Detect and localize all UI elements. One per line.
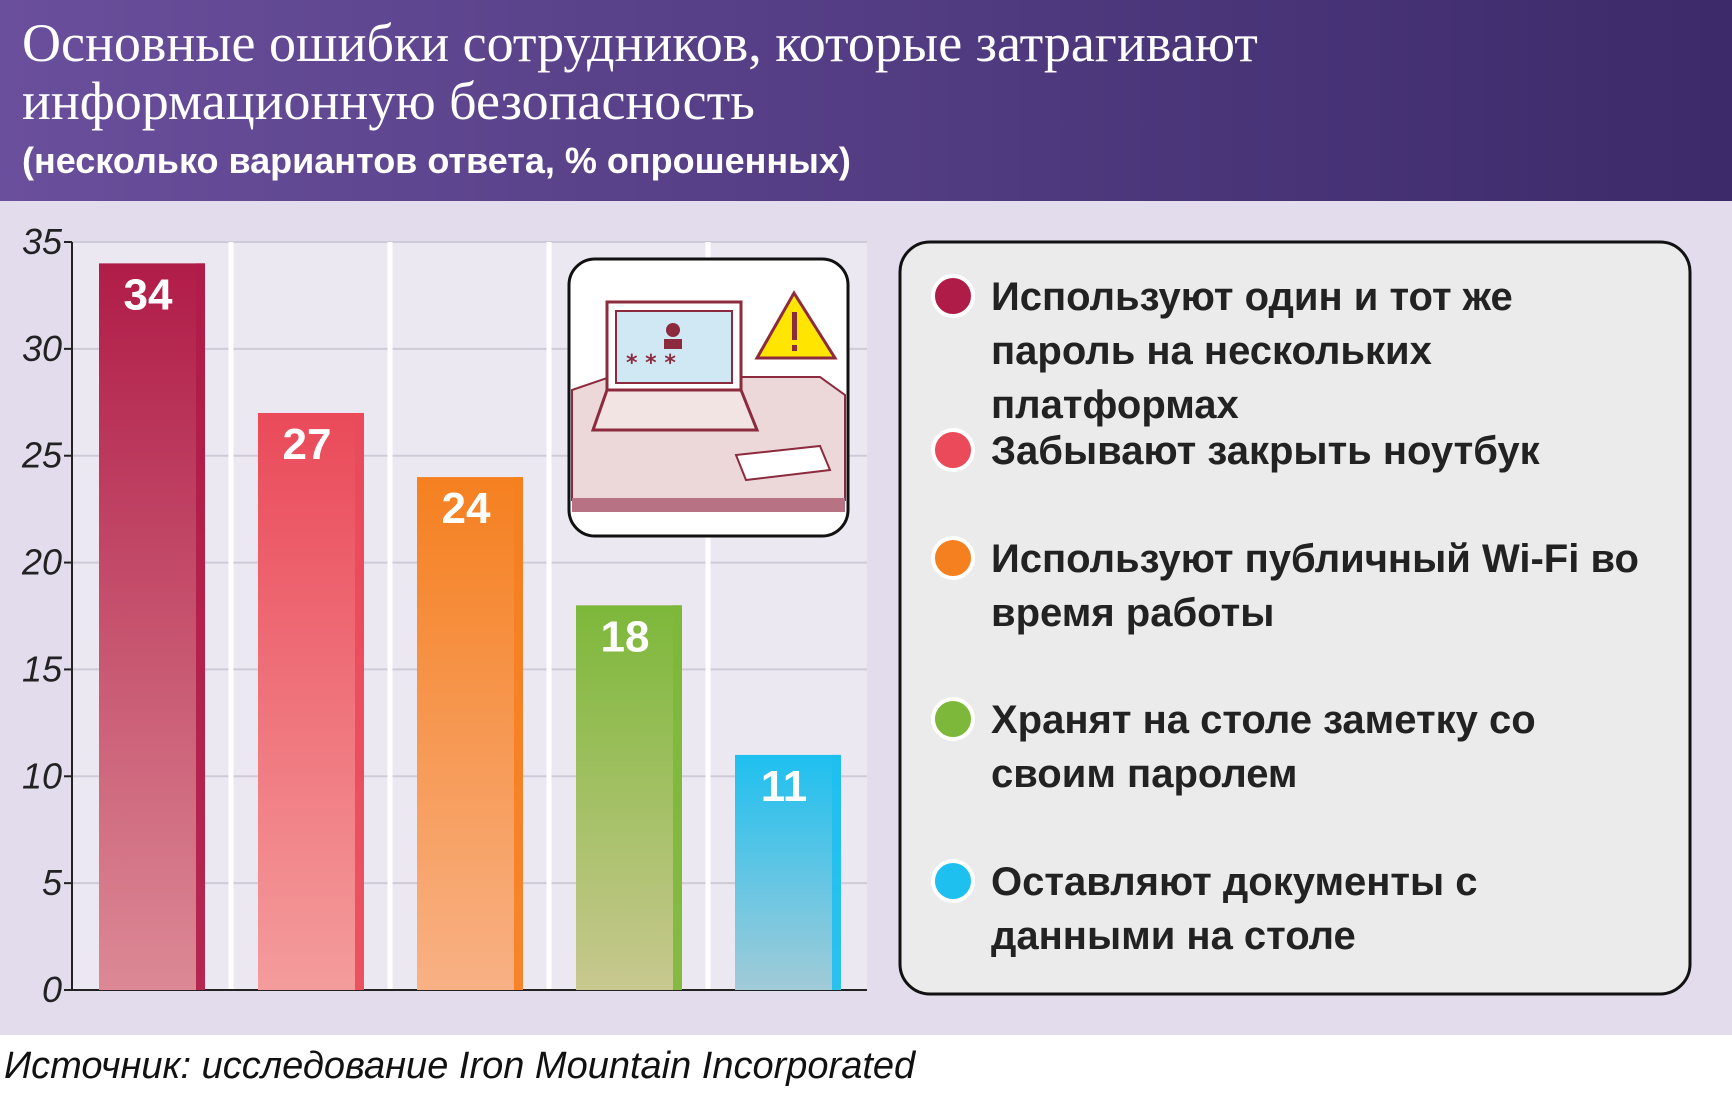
bar-side — [673, 605, 682, 990]
y-tick-label: 30 — [22, 328, 62, 369]
bar-side — [196, 263, 205, 990]
legend-box — [898, 240, 1692, 996]
legend-marker — [931, 536, 975, 580]
bar-side — [514, 477, 523, 991]
value-label: 34 — [124, 270, 173, 319]
legend-label: Хранят на столе заметку со своим паролем — [991, 698, 1547, 796]
legend-marker — [931, 274, 975, 318]
bar — [576, 605, 682, 990]
y-tick-label: 10 — [22, 755, 62, 796]
legend-label: Забывают закрыть ноутбук — [991, 429, 1541, 473]
header: Основные ошибки сотрудников, которые зат… — [0, 0, 1732, 201]
bar — [258, 412, 364, 990]
legend-label: Оставляют документы с данными на столе — [991, 860, 1489, 958]
value-label: 18 — [601, 612, 650, 661]
source: Источник: исследование Iron Mountain Inc… — [4, 1045, 916, 1087]
legend-marker — [931, 428, 975, 472]
bar — [417, 477, 523, 991]
chart-subtitle: (несколько вариантов ответа, % опрошенны… — [22, 140, 851, 181]
bar-side — [832, 754, 841, 990]
legend-marker — [931, 697, 975, 741]
illustration: * * * — [567, 257, 850, 538]
y-tick-label: 25 — [21, 435, 63, 476]
value-label: 24 — [442, 484, 491, 533]
y-tick-label: 20 — [21, 542, 62, 583]
bar — [735, 754, 841, 990]
legend-marker — [931, 859, 975, 903]
y-tick-label: 0 — [42, 969, 62, 1010]
y-tick-label: 5 — [42, 862, 63, 903]
legend-label: Используют публичный Wi-Fi во время рабо… — [991, 537, 1650, 635]
y-tick-label: 15 — [22, 648, 63, 689]
legend-label: Используют один и тот же пароль на неско… — [991, 275, 1524, 427]
value-label: 11 — [761, 762, 808, 811]
y-tick-label: 35 — [22, 221, 63, 262]
chart-title: Основные ошибки сотрудников, которые зат… — [22, 13, 1258, 131]
value-label: 27 — [283, 420, 332, 469]
bar-side — [355, 412, 364, 990]
svg-text:* * *: * * * — [626, 351, 676, 376]
bar — [99, 263, 205, 990]
